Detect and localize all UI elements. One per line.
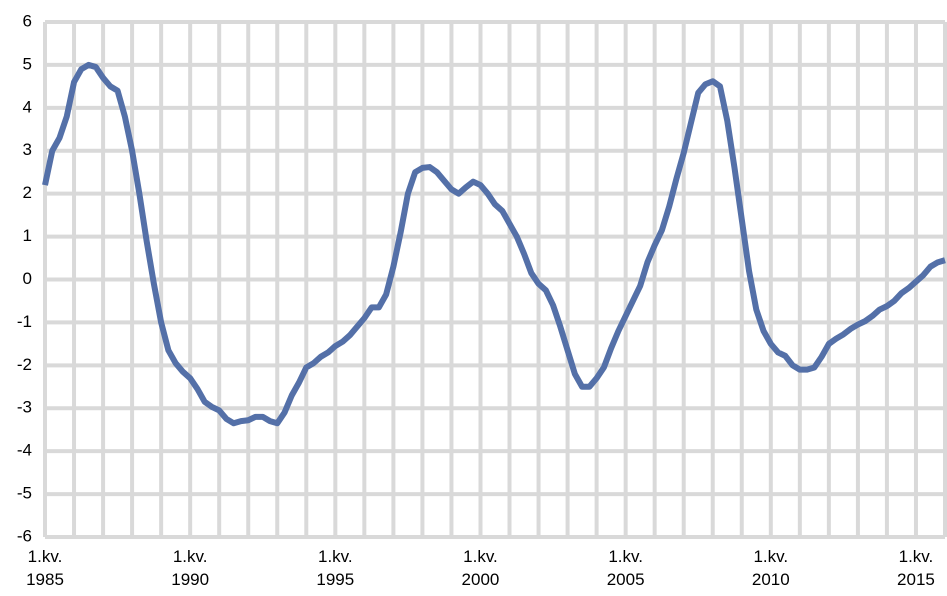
x-tick-label: 1.kv. 2005	[606, 547, 645, 589]
y-tick-label: -6	[17, 526, 32, 545]
y-tick-label: 0	[23, 269, 32, 288]
y-tick-label: 4	[23, 97, 32, 116]
y-tick-label: 1	[23, 226, 32, 245]
y-tick-label: 2	[23, 183, 32, 202]
y-tick-label: -3	[17, 398, 32, 417]
x-tick-label: 1.kv. 2000	[461, 547, 500, 589]
y-tick-label: 6	[23, 11, 32, 30]
x-tick-label: 1.kv. 2015	[897, 547, 935, 589]
x-tick-label: 1.kv. 1995	[316, 547, 355, 589]
y-tick-label: -1	[17, 312, 32, 331]
x-tick-label: 1.kv. 2010	[751, 547, 790, 589]
x-tick-label: 1.kv. 1985	[26, 547, 64, 589]
y-tick-label: 5	[23, 54, 32, 73]
x-tick-label: 1.kv. 1990	[171, 547, 210, 589]
y-tick-label: -5	[17, 484, 32, 503]
y-tick-label: -2	[17, 355, 32, 374]
line	[42, 61, 946, 427]
y-tick-label: 3	[23, 140, 32, 159]
y-tick-label: -4	[17, 441, 32, 460]
